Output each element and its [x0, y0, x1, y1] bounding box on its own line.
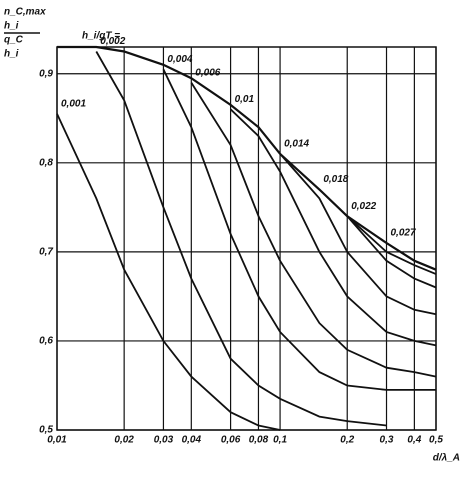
series-label: 0,006 [195, 67, 220, 78]
x-tick-label: 0,1 [273, 435, 287, 446]
series-line [95, 51, 387, 427]
series-label: 0,002 [100, 36, 125, 47]
series-line [56, 113, 281, 431]
series-line [162, 68, 436, 391]
x-tick-label: 0,03 [154, 435, 174, 446]
series-line [57, 45, 437, 271]
y-tick-label: 0,9 [39, 68, 53, 79]
series-label: 0,018 [323, 174, 348, 185]
x-tick-label: 0,08 [249, 435, 269, 446]
series-label: 0,004 [167, 54, 192, 65]
series-line [318, 188, 437, 289]
y-axis-label: h_i [4, 49, 19, 60]
series-line [386, 242, 437, 271]
x-tick-label: 0,01 [47, 435, 67, 446]
y-tick-label: 0,6 [39, 336, 53, 347]
x-tick-label: 0,4 [407, 435, 421, 446]
series-line [279, 153, 437, 316]
x-tick-label: 0,02 [114, 435, 134, 446]
series-line [229, 108, 437, 347]
y-tick-label: 0,8 [39, 157, 53, 168]
y-axis-label: h_i [4, 21, 19, 32]
y-tick-label: 0,7 [39, 247, 53, 258]
series-label: 0,027 [391, 228, 416, 239]
y-tick-label: 0,5 [39, 425, 53, 436]
annotation: h_i/gT = [82, 31, 120, 42]
series-line [190, 82, 437, 378]
x-axis-label: d/λ_A [433, 453, 460, 464]
series-label: 0,01 [235, 94, 255, 105]
x-tick-label: 0,5 [429, 435, 443, 446]
y-axis-label: q_C [4, 35, 24, 46]
series-label: 0,022 [351, 201, 376, 212]
x-tick-label: 0,04 [182, 435, 202, 446]
x-tick-label: 0,3 [380, 435, 394, 446]
series-line [346, 215, 437, 275]
series-label: 0,014 [284, 139, 309, 150]
x-tick-label: 0,2 [340, 435, 354, 446]
series-label: 0,001 [61, 98, 86, 109]
y-axis-label: n_C,max [4, 7, 46, 18]
x-tick-label: 0,06 [221, 435, 241, 446]
